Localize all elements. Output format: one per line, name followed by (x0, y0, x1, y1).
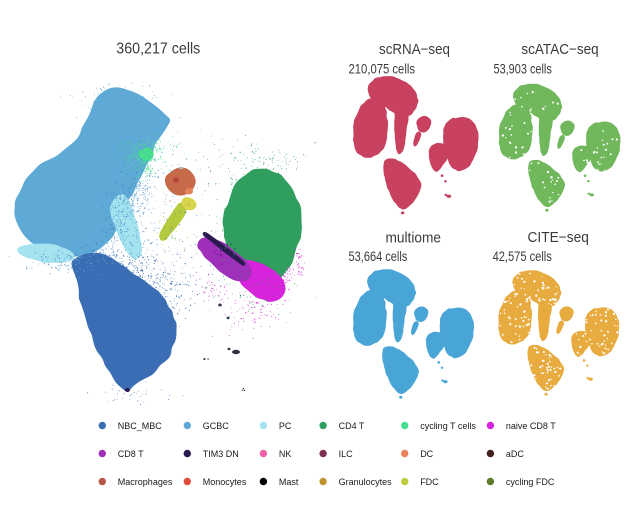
svg-text:TIM3 DN: TIM3 DN (203, 449, 239, 459)
svg-text:naive CD8 T: naive CD8 T (506, 421, 556, 431)
svg-text:FDC: FDC (420, 477, 439, 487)
svg-text:360,217 cells: 360,217 cells (116, 41, 200, 58)
svg-text:ILC: ILC (339, 449, 354, 459)
svg-text:CD8 T: CD8 T (118, 449, 144, 459)
svg-text:53,664 cells: 53,664 cells (349, 248, 408, 264)
svg-text:Granulocytes: Granulocytes (339, 477, 393, 487)
svg-text:scRNA−seq: scRNA−seq (379, 42, 450, 58)
svg-text:Macrophages: Macrophages (118, 477, 173, 487)
svg-text:53,903 cells: 53,903 cells (494, 61, 552, 77)
svg-text:multiome: multiome (386, 230, 442, 246)
svg-text:cycling FDC: cycling FDC (506, 477, 555, 487)
svg-text:210,075 cells: 210,075 cells (349, 61, 416, 77)
svg-text:CD4 T: CD4 T (339, 421, 365, 431)
svg-text:42,575 cells: 42,575 cells (493, 248, 552, 264)
svg-text:NBC_MBC: NBC_MBC (118, 421, 163, 431)
svg-text:cycling T cells: cycling T cells (420, 421, 476, 431)
svg-text:CITE−seq: CITE−seq (528, 230, 589, 246)
svg-text:NK: NK (279, 449, 292, 459)
svg-text:Monocytes: Monocytes (203, 477, 247, 487)
svg-text:aDC: aDC (506, 449, 525, 459)
svg-text:DC: DC (420, 449, 433, 459)
svg-text:scATAC−seq: scATAC−seq (521, 42, 598, 58)
svg-text:PC: PC (279, 421, 292, 431)
svg-text:GCBC: GCBC (203, 421, 230, 431)
svg-text:Mast: Mast (279, 477, 299, 487)
